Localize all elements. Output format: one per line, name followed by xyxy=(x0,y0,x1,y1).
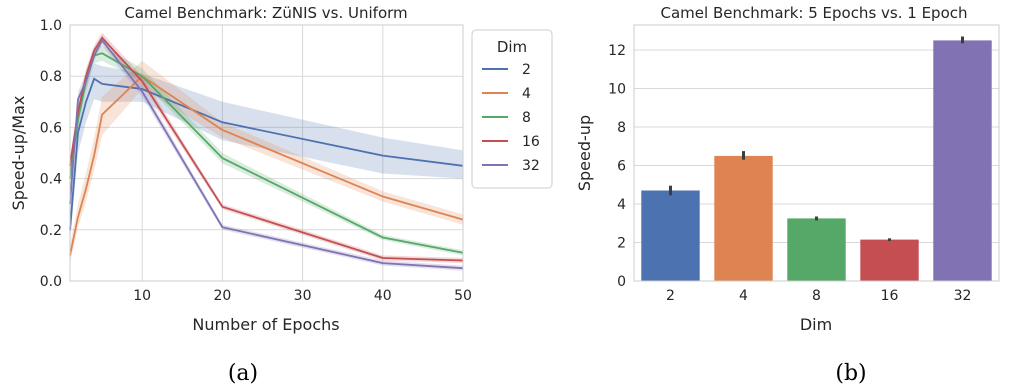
chart-b-title: Camel Benchmark: 5 Epochs vs. 1 Epoch xyxy=(661,4,968,22)
band-series-2 xyxy=(70,63,463,243)
chart-a-xticks: 10 20 30 40 50 xyxy=(133,288,472,304)
chart-b-ylabel: Speed-up xyxy=(575,115,594,191)
legend-label-4: 4 xyxy=(522,86,531,102)
bar-dim-32 xyxy=(933,40,992,282)
chart-b-ytick-label: 2 xyxy=(617,236,626,252)
chart-a-ytick-label: 0.4 xyxy=(40,172,62,188)
legend-items: 2 4 8 16 32 xyxy=(482,62,540,174)
chart-b-ytick-label: 8 xyxy=(617,120,626,136)
legend-title: Dim xyxy=(497,38,527,56)
chart-b-xticks: 2 4 8 16 32 xyxy=(666,288,971,304)
chart-b-xlabel: Dim xyxy=(800,315,832,334)
chart-b-error-bars xyxy=(669,36,964,241)
chart-b-xtick-label: 4 xyxy=(739,288,748,304)
chart-b-bars xyxy=(641,40,992,282)
line-series-16 xyxy=(69,36,464,262)
legend-label-8: 8 xyxy=(522,110,531,126)
chart-a-title: Camel Benchmark: ZüNIS vs. Uniform xyxy=(124,4,407,22)
band-series-8 xyxy=(70,45,463,256)
chart-a-xtick-label: 10 xyxy=(133,288,151,304)
caption-b: (b) xyxy=(835,361,866,386)
chart-a-ytick-label: 0.8 xyxy=(40,69,62,85)
chart-a-legend: Dim 2 4 8 16 32 xyxy=(471,29,553,189)
legend-label-2: 2 xyxy=(522,62,531,78)
chart-a-frame xyxy=(69,24,464,282)
chart-a-yticks: 0.0 0.2 0.4 0.6 0.8 1.0 xyxy=(40,18,62,290)
legend-label-32: 32 xyxy=(522,158,540,174)
chart-b-ytick-label: 0 xyxy=(617,274,626,290)
bar-dim-8 xyxy=(787,218,846,281)
chart-b-frame xyxy=(633,24,1000,282)
chart-a-ytick-label: 0.0 xyxy=(40,274,62,290)
chart-a-lines xyxy=(69,36,464,270)
chart-a-ytick-label: 0.2 xyxy=(40,223,62,239)
bar-dim-4 xyxy=(714,155,773,281)
chart-a-xtick-label: 40 xyxy=(374,288,392,304)
chart-b-ytick-label: 10 xyxy=(608,82,626,98)
chart-b-xtick-label: 32 xyxy=(954,288,972,304)
chart-a: Camel Benchmark: ZüNIS vs. Uniform 10 20 3… xyxy=(9,4,553,386)
bar-dim-16 xyxy=(860,239,919,281)
chart-a-xtick-label: 20 xyxy=(213,288,231,304)
line-series-8 xyxy=(69,52,464,254)
chart-b-xtick-label: 2 xyxy=(666,288,675,304)
chart-b-xtick-label: 16 xyxy=(881,288,899,304)
chart-a-ylabel: Speed-up/Max xyxy=(9,96,28,211)
chart-b-yticks: 0 2 4 6 8 10 12 xyxy=(608,43,626,290)
chart-b-xtick-label: 8 xyxy=(812,288,821,304)
chart-b-ytick-label: 12 xyxy=(608,43,626,59)
chart-a-ytick-label: 0.6 xyxy=(40,120,62,136)
caption-a: (a) xyxy=(228,361,258,386)
legend-label-16: 16 xyxy=(522,134,540,150)
line-series-4 xyxy=(69,75,464,256)
chart-a-xtick-label: 30 xyxy=(294,288,312,304)
chart-b-ytick-label: 4 xyxy=(617,197,626,213)
bar-dim-2 xyxy=(641,190,700,281)
chart-a-xtick-label: 50 xyxy=(454,288,472,304)
chart-a-xlabel: Number of Epochs xyxy=(192,315,339,334)
chart-a-ytick-label: 1.0 xyxy=(40,18,62,34)
line-series-32 xyxy=(69,38,464,270)
chart-b-ytick-label: 6 xyxy=(617,159,626,175)
line-series-2 xyxy=(69,77,464,230)
chart-b: Camel Benchmark: 5 Epochs vs. 1 Epoch 2 4… xyxy=(575,4,1000,386)
chart-a-bands xyxy=(70,32,463,271)
